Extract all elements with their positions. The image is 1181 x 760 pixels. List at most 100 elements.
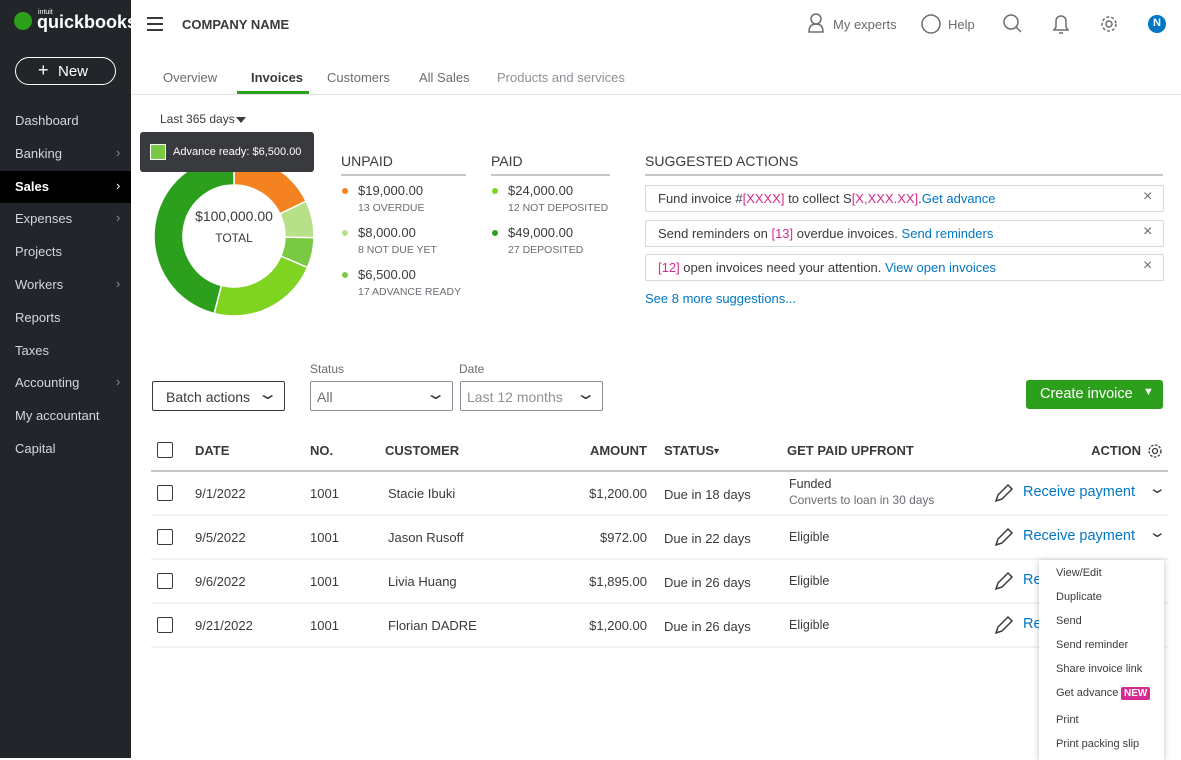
- receive-payment-link[interactable]: Receive payment: [1023, 484, 1136, 500]
- cell-customer: Stacie Ibuki: [388, 486, 456, 501]
- edit-icon[interactable]: [994, 527, 1014, 547]
- sidebar-item[interactable]: Capital: [15, 441, 56, 456]
- suggestion-part[interactable]: Send reminders: [901, 225, 994, 241]
- sidebar-item[interactable]: Sales: [15, 178, 49, 194]
- period-caret[interactable]: [236, 117, 246, 123]
- suggestion-part[interactable]: View open invoices: [884, 260, 997, 275]
- column-header: GET PAID UPFRONT: [787, 443, 914, 458]
- tab[interactable]: All Sales: [419, 70, 470, 85]
- cell-upfront: Eligible: [789, 530, 830, 544]
- summary-amount: $24,000.00: [508, 183, 574, 198]
- search-icon[interactable]: [1003, 14, 1022, 33]
- column-header[interactable]: STATUS: [664, 443, 715, 458]
- menu-item[interactable]: Print: [1056, 714, 1079, 726]
- tab[interactable]: Customers: [327, 70, 390, 85]
- tab[interactable]: Products and services: [497, 70, 625, 85]
- suggestion-card: [645, 219, 1164, 247]
- menu-item[interactable]: Share invoice link: [1056, 663, 1143, 675]
- summary-caption: 8 NOT DUE YET: [358, 244, 437, 256]
- create-invoice-button[interactable]: Create invoice ▼: [1026, 380, 1163, 409]
- sidebar: [0, 0, 131, 758]
- tooltip-text: Advance ready: $6,500.00: [173, 146, 302, 158]
- donut-caption: TOTAL: [215, 231, 253, 245]
- experts-link[interactable]: My experts: [833, 17, 897, 32]
- edit-icon[interactable]: [994, 571, 1014, 591]
- sidebar-chevron: ›: [116, 374, 121, 390]
- sidebar-item[interactable]: Banking: [15, 145, 62, 161]
- row-chevron[interactable]: ⌄: [1147, 524, 1167, 541]
- cell-number: 1001: [310, 618, 339, 633]
- edit-icon[interactable]: [994, 615, 1014, 635]
- sidebar-active: [0, 170, 131, 203]
- status-select-chevron: ⌄: [424, 386, 447, 403]
- sidebar-item[interactable]: Accounting: [15, 375, 80, 391]
- sidebar-item[interactable]: Expenses: [15, 211, 73, 227]
- suggestion-part: [X,XXX.XX]: [851, 191, 919, 206]
- row-checkbox[interactable]: [157, 573, 173, 589]
- summary-caption: 12 NOT DEPOSITED: [508, 202, 609, 214]
- status-select[interactable]: All ⌄: [310, 381, 453, 411]
- suggestion-part: Fund invoice #: [658, 191, 743, 206]
- dismiss-icon[interactable]: ×: [1143, 188, 1153, 205]
- settings-icon[interactable]: [1101, 16, 1117, 32]
- summary-caption: 13 OVERDUE: [358, 202, 425, 214]
- avatar-letter: N: [1153, 17, 1161, 29]
- experts-icon[interactable]: [808, 13, 824, 33]
- company-name: COMPANY NAME: [182, 17, 290, 32]
- suggestion-text: Fund invoice #[XXXX] to collect S[X,XXX.…: [658, 191, 996, 206]
- new-button[interactable]: + New: [15, 57, 116, 85]
- menu-item[interactable]: Send reminder: [1056, 639, 1129, 651]
- menu-item[interactable]: Get advance: [1056, 687, 1119, 699]
- cell-number: 1001: [310, 530, 339, 545]
- new-badge: NEW: [1121, 687, 1151, 700]
- cell-date: 9/1/2022: [195, 486, 246, 501]
- sidebar-item[interactable]: Workers: [15, 277, 64, 292]
- column-header: DATE: [195, 443, 230, 458]
- edit-icon[interactable]: [994, 483, 1014, 503]
- legend-dot: [342, 272, 348, 278]
- suggestion-part: [13]: [771, 225, 794, 241]
- menu-item[interactable]: View/Edit: [1056, 567, 1102, 579]
- row-checkbox[interactable]: [157, 485, 173, 501]
- header-checkbox[interactable]: [157, 442, 173, 458]
- tab[interactable]: Invoices: [251, 70, 304, 85]
- menu-item[interactable]: Duplicate: [1056, 591, 1102, 603]
- help-icon[interactable]: [921, 14, 941, 34]
- date-select[interactable]: Last 12 months ⌄: [460, 381, 603, 411]
- batch-actions[interactable]: Batch actions ⌄: [152, 381, 285, 411]
- sidebar-item[interactable]: Taxes: [15, 342, 49, 358]
- avatar[interactable]: [1148, 15, 1166, 33]
- suggestions-title: SUGGESTED ACTIONS: [645, 153, 799, 169]
- suggestion-card: [645, 185, 1164, 212]
- tab[interactable]: Overview: [163, 70, 218, 85]
- period-filter[interactable]: Last 365 days: [160, 112, 235, 126]
- tooltip-swatch: [150, 144, 166, 160]
- brand-small: intuit: [38, 9, 53, 16]
- dismiss-icon[interactable]: ×: [1143, 222, 1153, 240]
- sidebar-item[interactable]: Projects: [15, 244, 62, 260]
- cell-upfront-note: Converts to loan in 30 days: [789, 493, 935, 507]
- menu-icon[interactable]: [147, 17, 163, 31]
- receive-payment-link[interactable]: Receive payment: [1023, 528, 1136, 544]
- sidebar-item[interactable]: My accountant: [15, 408, 100, 424]
- bell-icon[interactable]: [1052, 15, 1070, 34]
- sidebar-item[interactable]: Reports: [15, 309, 61, 325]
- suggestion-part[interactable]: Get advance: [921, 191, 996, 206]
- row-checkbox[interactable]: [157, 617, 173, 633]
- row-chevron[interactable]: ⌄: [1147, 480, 1167, 497]
- suggestion-part: overdue invoices.: [793, 225, 902, 241]
- batch-actions-chevron: ⌄: [256, 386, 279, 403]
- action-settings-icon[interactable]: [1148, 444, 1162, 458]
- help-link[interactable]: Help: [948, 17, 975, 32]
- dismiss-icon[interactable]: ×: [1143, 257, 1153, 274]
- menu-item[interactable]: Print packing slip: [1056, 738, 1140, 750]
- cell-status: Due in 22 days: [664, 531, 751, 546]
- see-more-link[interactable]: See 8 more suggestions...: [645, 291, 797, 306]
- suggestion-part: to collect S: [784, 191, 852, 206]
- menu-item[interactable]: Send: [1056, 615, 1082, 627]
- row-checkbox[interactable]: [157, 529, 173, 545]
- date-select-value: Last 12 months: [467, 389, 563, 405]
- column-header: NO.: [310, 443, 334, 458]
- sidebar-item[interactable]: Dashboard: [15, 113, 79, 128]
- cell-date: 9/6/2022: [195, 574, 246, 589]
